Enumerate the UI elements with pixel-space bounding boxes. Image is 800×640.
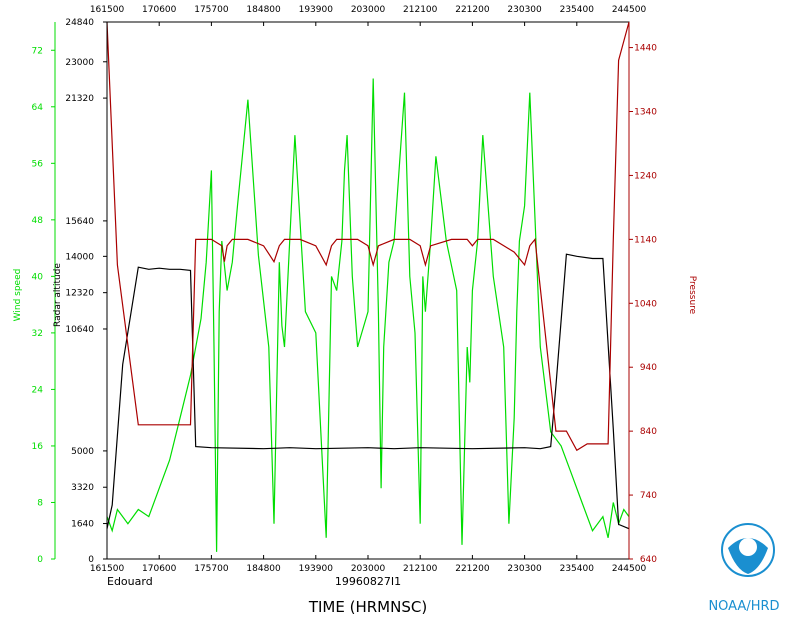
series-line xyxy=(106,253,630,530)
y-tick-label: 1640 xyxy=(71,520,94,530)
y-tick-label: 40 xyxy=(32,272,44,282)
y-axis-title: Pressure xyxy=(687,276,697,315)
x-tick-label-top: 193900 xyxy=(299,5,334,15)
x-tick-label: 170600 xyxy=(142,564,177,574)
x-tick-label: 244500 xyxy=(612,564,647,574)
x-tick-label: 193900 xyxy=(299,564,334,574)
y-tick-label: 21320 xyxy=(65,94,94,104)
x-tick-label-top: 230300 xyxy=(507,5,542,15)
y-tick-label: 24 xyxy=(32,385,44,395)
noaa-hrd-label: NOAA/HRD xyxy=(708,599,779,614)
x-tick-label: 212100 xyxy=(403,564,438,574)
x-tick-label-top: 175700 xyxy=(194,5,229,15)
series-layer xyxy=(106,21,630,552)
y-tick-label: 10640 xyxy=(65,325,94,335)
y-tick-label: 8 xyxy=(37,498,43,508)
x-tick-label-top: 161500 xyxy=(90,5,125,15)
y-tick-label: 32 xyxy=(32,329,43,339)
y-tick-label: 940 xyxy=(640,363,657,373)
x-tick-label-top: 244500 xyxy=(612,5,647,15)
y-tick-label: 740 xyxy=(640,491,657,501)
y-tick-label: 1340 xyxy=(634,108,657,118)
x-tick-label: 161500 xyxy=(90,564,125,574)
y-tick-label: 1140 xyxy=(634,235,657,245)
x-tick-label: 230300 xyxy=(507,564,542,574)
y-tick-label: 14000 xyxy=(65,252,94,262)
y-tick-label: 3320 xyxy=(71,483,94,493)
x-tick-label-top: 235400 xyxy=(560,5,595,15)
y-tick-label: 5000 xyxy=(71,447,94,457)
y-tick-label: 23000 xyxy=(65,58,94,68)
y-tick-label: 72 xyxy=(32,46,43,56)
series-line xyxy=(106,21,630,452)
y-tick-label: 24840 xyxy=(65,18,94,28)
y-tick-label: 64 xyxy=(32,103,44,113)
y-tick-label: 48 xyxy=(32,216,44,226)
y-axis-title: Wind speed xyxy=(13,269,23,322)
storm-name: Edouard xyxy=(107,575,153,588)
y-tick-label: 15640 xyxy=(65,217,94,227)
y-tick-label: 1240 xyxy=(634,171,657,181)
x-tick-label: 175700 xyxy=(194,564,229,574)
x-axis-title: TIME (HRMNSC) xyxy=(308,598,427,616)
y-tick-label: 1040 xyxy=(634,299,657,309)
y-tick-label: 1440 xyxy=(634,44,657,54)
y-tick-label: 840 xyxy=(640,427,657,437)
y-tick-label: 12320 xyxy=(65,289,94,299)
y-tick-label: 0 xyxy=(88,555,94,565)
x-tick-label-top: 184800 xyxy=(246,5,281,15)
y-tick-label: 640 xyxy=(640,555,657,565)
noaa-logo xyxy=(721,523,775,577)
x-tick-label: 221200 xyxy=(455,564,490,574)
flight-id: 19960827I1 xyxy=(335,575,401,588)
x-tick-label-top: 221200 xyxy=(455,5,490,15)
x-tick-label-top: 203000 xyxy=(351,5,386,15)
x-tick-label: 235400 xyxy=(560,564,595,574)
x-tick-label: 184800 xyxy=(246,564,281,574)
x-tick-label-top: 170600 xyxy=(142,5,177,15)
x-tick-label-top: 212100 xyxy=(403,5,438,15)
axis-layer: 161500 161500 170600 170600 175700 175700 1848… xyxy=(13,5,697,574)
y-tick-label: 56 xyxy=(32,159,44,169)
x-tick-label: 203000 xyxy=(351,564,386,574)
y-axis-title: Radar altitude xyxy=(53,263,63,327)
y-tick-label: 0 xyxy=(37,555,43,565)
y-tick-label: 16 xyxy=(32,442,44,452)
series-line xyxy=(106,78,630,552)
